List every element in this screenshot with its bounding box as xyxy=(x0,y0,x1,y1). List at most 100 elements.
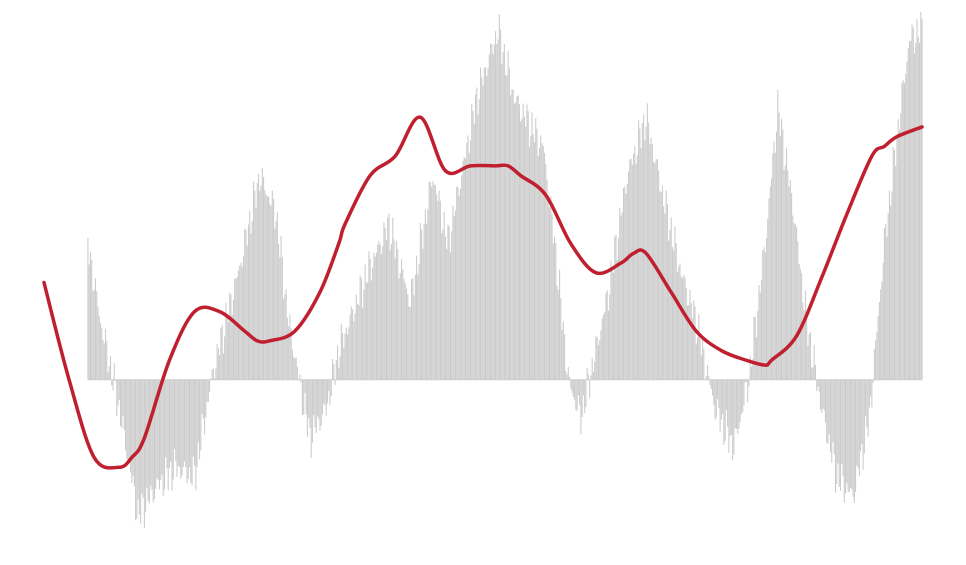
bar xyxy=(428,182,430,380)
bar xyxy=(663,206,665,380)
bar xyxy=(382,246,384,380)
bar xyxy=(828,379,830,435)
bar xyxy=(259,190,261,380)
bar xyxy=(844,379,847,494)
bar xyxy=(633,153,635,380)
bar xyxy=(624,186,626,380)
bar xyxy=(562,321,564,380)
bar xyxy=(266,196,268,380)
bar xyxy=(191,379,193,485)
bar xyxy=(616,259,618,380)
bar xyxy=(250,233,252,380)
bar xyxy=(754,316,756,380)
bar xyxy=(486,75,488,380)
bar xyxy=(412,278,414,380)
bar xyxy=(171,379,173,491)
bar xyxy=(491,44,493,380)
bar xyxy=(512,89,514,380)
bar xyxy=(510,95,512,380)
bar xyxy=(776,131,778,380)
bar xyxy=(162,379,164,496)
bar xyxy=(836,379,838,484)
bar xyxy=(542,145,544,380)
bar xyxy=(799,268,801,380)
bar xyxy=(492,54,494,380)
bar xyxy=(683,274,685,380)
bar xyxy=(446,249,448,380)
bar xyxy=(812,367,814,380)
bar xyxy=(571,379,573,393)
bar xyxy=(846,379,848,484)
bar xyxy=(214,378,216,380)
bar xyxy=(383,222,385,380)
bar xyxy=(580,379,582,435)
bar xyxy=(132,379,134,477)
bar xyxy=(418,263,420,380)
bar xyxy=(301,379,303,416)
bar xyxy=(742,379,744,413)
bar xyxy=(225,302,227,380)
bar xyxy=(841,379,843,465)
bar xyxy=(108,366,110,380)
bar xyxy=(325,379,327,416)
bar xyxy=(408,306,410,380)
bar xyxy=(774,152,776,380)
bar xyxy=(271,190,273,380)
bar xyxy=(675,243,677,380)
bar xyxy=(789,179,791,380)
bar xyxy=(584,379,586,414)
bar xyxy=(247,224,250,380)
bar xyxy=(185,379,187,468)
bar xyxy=(261,168,263,380)
bar xyxy=(236,277,238,380)
bar xyxy=(778,112,780,380)
bar xyxy=(696,337,699,380)
bar xyxy=(358,305,360,380)
bar xyxy=(668,240,670,380)
bar xyxy=(538,147,541,380)
bar xyxy=(831,379,833,463)
bar xyxy=(527,111,529,380)
bar xyxy=(434,185,436,380)
bar xyxy=(546,179,548,380)
bar xyxy=(256,182,258,380)
bar xyxy=(168,379,171,468)
bar xyxy=(462,160,464,380)
bar xyxy=(234,278,236,380)
bar xyxy=(158,379,160,490)
bar xyxy=(842,379,844,476)
bar xyxy=(566,374,568,380)
bar xyxy=(192,379,194,457)
bar xyxy=(905,73,907,380)
bar xyxy=(725,379,727,410)
bar xyxy=(707,364,709,380)
bar xyxy=(902,80,904,380)
bar xyxy=(833,379,835,455)
bar xyxy=(413,295,415,380)
bar xyxy=(702,336,704,380)
bar xyxy=(680,276,682,380)
bar xyxy=(344,333,346,380)
bar xyxy=(334,379,336,386)
bar xyxy=(886,236,888,380)
bar xyxy=(907,48,909,380)
bar xyxy=(513,103,515,380)
bar xyxy=(604,312,606,380)
bar xyxy=(837,379,839,464)
bar xyxy=(395,240,398,380)
bar xyxy=(525,126,527,380)
bar xyxy=(331,358,334,380)
bar xyxy=(291,349,293,380)
bar xyxy=(643,114,645,380)
bar xyxy=(536,128,538,380)
bar xyxy=(739,379,741,423)
bar xyxy=(728,379,730,453)
bar xyxy=(333,364,335,380)
bar xyxy=(686,305,689,380)
bar xyxy=(699,338,701,380)
bar xyxy=(375,252,377,380)
bar xyxy=(601,318,603,380)
bar xyxy=(497,39,499,380)
bar xyxy=(354,313,356,380)
bar xyxy=(847,379,849,492)
